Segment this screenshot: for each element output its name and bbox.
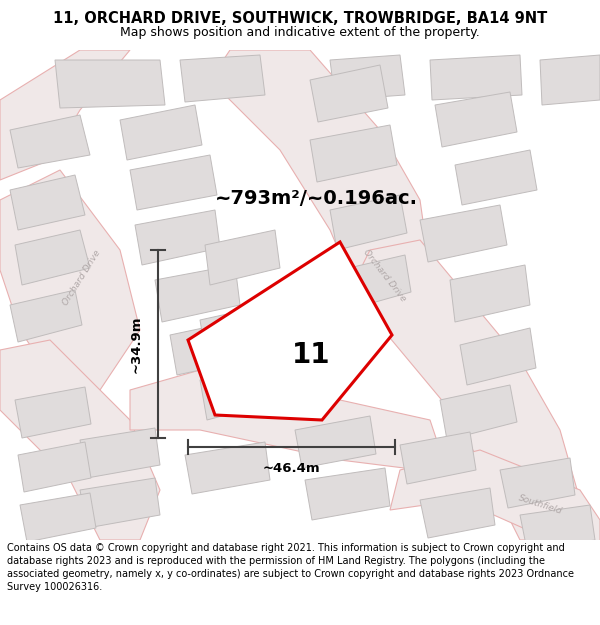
Polygon shape: [10, 175, 85, 230]
Text: Southfield: Southfield: [517, 494, 563, 516]
Polygon shape: [210, 50, 430, 310]
Polygon shape: [135, 210, 220, 265]
Text: 11: 11: [292, 341, 331, 369]
Polygon shape: [80, 428, 160, 478]
Text: Contains OS data © Crown copyright and database right 2021. This information is : Contains OS data © Crown copyright and d…: [7, 542, 574, 592]
Polygon shape: [330, 55, 405, 100]
Polygon shape: [130, 370, 440, 470]
Polygon shape: [200, 365, 274, 420]
Polygon shape: [340, 255, 411, 310]
Polygon shape: [540, 55, 600, 105]
Polygon shape: [310, 65, 388, 122]
Polygon shape: [205, 230, 280, 285]
Polygon shape: [400, 432, 476, 484]
Polygon shape: [10, 290, 82, 342]
Polygon shape: [350, 240, 580, 540]
Polygon shape: [305, 468, 390, 520]
Polygon shape: [15, 387, 91, 438]
Polygon shape: [120, 105, 202, 160]
Polygon shape: [455, 150, 537, 205]
Polygon shape: [0, 50, 130, 180]
Polygon shape: [450, 265, 530, 322]
Polygon shape: [130, 155, 217, 210]
Polygon shape: [155, 265, 240, 322]
Polygon shape: [80, 478, 160, 528]
Polygon shape: [10, 115, 90, 168]
Polygon shape: [15, 230, 90, 285]
Text: ~34.9m: ~34.9m: [130, 315, 143, 372]
Polygon shape: [310, 125, 397, 182]
Polygon shape: [185, 442, 270, 494]
Polygon shape: [520, 505, 595, 550]
Polygon shape: [440, 385, 517, 440]
Polygon shape: [170, 318, 256, 375]
Text: 11, ORCHARD DRIVE, SOUTHWICK, TROWBRIDGE, BA14 9NT: 11, ORCHARD DRIVE, SOUTHWICK, TROWBRIDGE…: [53, 11, 547, 26]
Polygon shape: [180, 55, 265, 102]
Polygon shape: [55, 60, 165, 108]
Polygon shape: [420, 488, 495, 538]
Polygon shape: [20, 493, 96, 542]
Text: Orchard Drive: Orchard Drive: [61, 249, 103, 308]
Polygon shape: [200, 305, 274, 362]
Polygon shape: [330, 195, 407, 250]
Polygon shape: [188, 242, 392, 420]
Text: Map shows position and indicative extent of the property.: Map shows position and indicative extent…: [120, 26, 480, 39]
Polygon shape: [420, 205, 507, 262]
Polygon shape: [500, 458, 575, 508]
Text: ~46.4m: ~46.4m: [263, 462, 320, 476]
Text: Orchard Drive: Orchard Drive: [362, 248, 408, 302]
Text: ~793m²/~0.196ac.: ~793m²/~0.196ac.: [215, 189, 418, 208]
Polygon shape: [460, 328, 536, 385]
Polygon shape: [435, 92, 517, 147]
Polygon shape: [0, 170, 140, 390]
Polygon shape: [295, 416, 376, 468]
Polygon shape: [390, 450, 600, 550]
Polygon shape: [0, 340, 160, 540]
Polygon shape: [18, 442, 91, 492]
Polygon shape: [430, 55, 522, 100]
